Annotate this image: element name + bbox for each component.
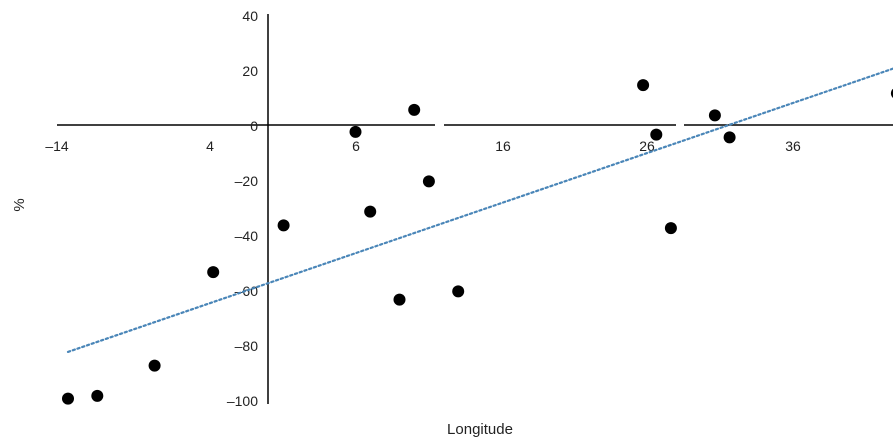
trend-line [66, 67, 893, 353]
y-tick-label: 40 [242, 8, 258, 24]
data-point [890, 88, 893, 98]
x-tick-label: –14 [45, 138, 69, 154]
data-point [393, 293, 406, 306]
x-tick-label: 26 [639, 138, 655, 154]
y-axis-title: % [11, 198, 28, 211]
y-tick-label: 0 [250, 118, 258, 134]
data-point [91, 389, 104, 402]
data-point [62, 392, 74, 405]
data-point [422, 175, 435, 188]
data-point [207, 266, 220, 279]
data-point [452, 285, 465, 298]
data-point [650, 128, 663, 141]
y-tick-labels: 40 20 0 –20 –40 –60 –80 –100 [227, 8, 258, 409]
data-point [364, 205, 377, 218]
y-tick-label: –40 [235, 228, 259, 244]
data-points [62, 79, 893, 405]
x-tick-label: 36 [785, 138, 801, 154]
y-tick-label: –20 [235, 173, 259, 189]
data-point [408, 103, 421, 116]
axes [57, 14, 893, 404]
y-tick-label: –80 [235, 338, 259, 354]
y-tick-label: –60 [235, 283, 259, 299]
x-tick-label: 6 [352, 138, 360, 154]
data-point [664, 222, 677, 235]
data-point [349, 125, 362, 138]
data-point [148, 359, 161, 372]
data-point [723, 131, 736, 144]
data-point [708, 109, 721, 122]
data-point [637, 79, 650, 92]
data-point [277, 219, 290, 232]
y-tick-label: –100 [227, 393, 258, 409]
x-tick-label: 4 [206, 138, 214, 154]
y-tick-label: 20 [242, 63, 258, 79]
x-tick-labels: –14 4 6 16 26 36 [45, 138, 801, 154]
x-axis-title: Longitude [447, 421, 513, 438]
x-tick-label: 16 [495, 138, 511, 154]
